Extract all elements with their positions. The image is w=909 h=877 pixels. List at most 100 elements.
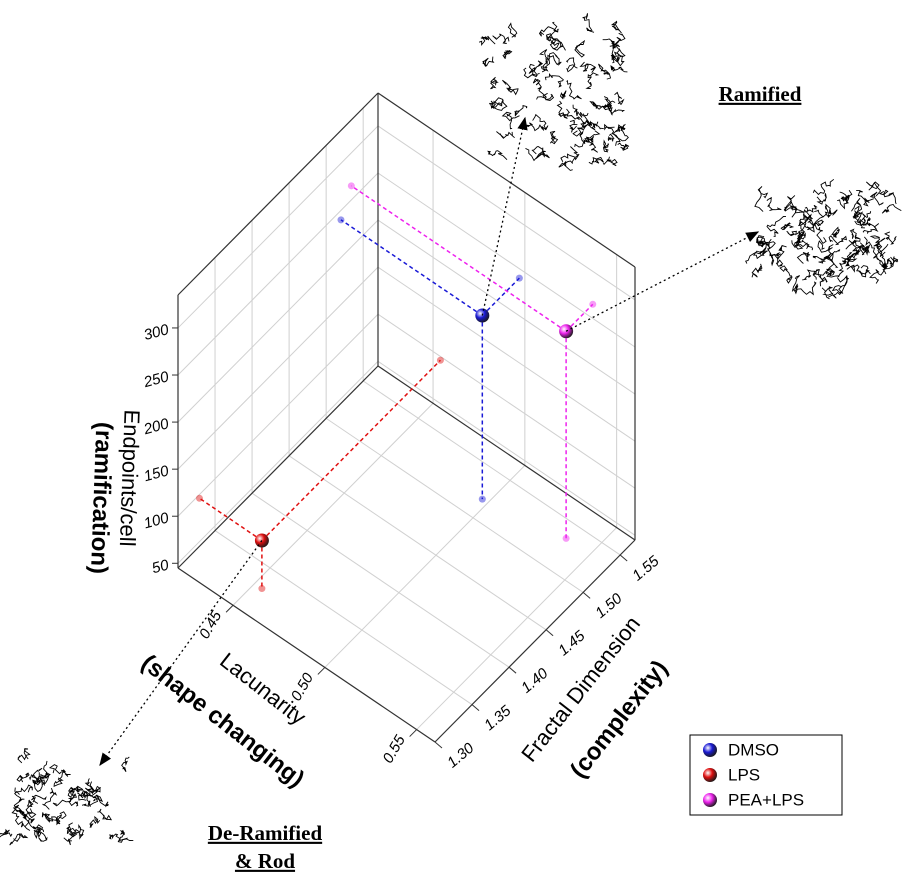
cell-outline: [832, 228, 839, 238]
grid-line: [378, 314, 635, 488]
cell-outline: [791, 205, 818, 212]
cell-outline: [567, 109, 588, 127]
pointer-arrow: [482, 118, 525, 316]
grid-line: [378, 361, 635, 535]
tick-mark: [546, 630, 553, 636]
tick-mark: [509, 667, 516, 673]
cell-image: [0, 749, 133, 846]
cell-outline: [56, 812, 66, 824]
cell-outline: [581, 62, 596, 73]
cell-outline: [767, 217, 786, 237]
z-axis-subtitle: (ramification): [85, 422, 117, 575]
cell-outline: [96, 795, 108, 806]
cell-outline: [14, 792, 24, 809]
annotation: De-Ramified: [208, 821, 323, 845]
cell-outline: [608, 134, 613, 141]
legend-label: PEA+LPS: [728, 790, 804, 809]
pointer-arrow: [566, 232, 758, 331]
projection-point: [258, 585, 265, 592]
cell-outline: [866, 182, 880, 196]
projection-point: [337, 216, 344, 223]
projection-point: [589, 301, 596, 308]
cell-outline: [545, 74, 563, 87]
cell-outline: [69, 794, 78, 806]
grid-line: [378, 220, 635, 394]
cell-outline: [18, 749, 30, 763]
projection-line: [482, 278, 519, 315]
cell-outline: [813, 179, 834, 194]
cell-outline: [483, 57, 493, 67]
annotation: & Rod: [235, 849, 295, 873]
cell-outline: [611, 66, 627, 72]
cell-outline: [589, 157, 604, 164]
cell-outline: [587, 73, 598, 89]
cell-outline: [752, 264, 762, 277]
cell-outline: [767, 198, 781, 211]
cell-outline: [491, 77, 498, 89]
z-tick-label: 50: [150, 556, 171, 577]
cell-outline: [755, 186, 767, 211]
cell-outline: [549, 53, 561, 65]
z-tick-label: 100: [142, 509, 171, 532]
y-tick-label: 1.30: [444, 739, 478, 771]
y-tick-label: 1.55: [629, 552, 663, 584]
cell-outline: [0, 830, 12, 837]
cell-outline: [822, 287, 833, 299]
projection-point: [563, 535, 570, 542]
y-tick-label: 1.45: [555, 627, 589, 659]
grid-line: [378, 173, 635, 347]
cell-outline: [515, 106, 527, 117]
cell-outline: [618, 143, 629, 150]
cell-outline: [503, 112, 520, 128]
legend-marker: [703, 743, 717, 757]
cell-outline: [502, 80, 518, 94]
tick-mark: [226, 605, 233, 612]
cell-outline: [42, 813, 60, 824]
projection-point: [479, 496, 486, 503]
cell-image: [746, 179, 902, 298]
projection-line: [341, 220, 482, 316]
z-tick-label: 300: [142, 321, 171, 344]
tick-mark: [410, 730, 417, 737]
tick-mark: [620, 555, 627, 561]
cell-outline: [780, 266, 792, 283]
cell-outline: [599, 64, 611, 79]
cell-outline: [558, 101, 568, 118]
projection-point: [196, 495, 203, 502]
cell-outline: [54, 772, 64, 786]
cell-outline: [50, 765, 71, 777]
cell-outline: [575, 41, 584, 57]
cell-outline: [851, 229, 860, 238]
cell-outline: [847, 265, 863, 275]
cell-outline: [10, 834, 27, 845]
cell-outline: [550, 42, 565, 50]
cell-outline: [605, 125, 620, 146]
legend-label: DMSO: [728, 740, 779, 759]
projection-line: [199, 498, 261, 540]
cell-outline: [97, 809, 111, 820]
cell-outline: [90, 817, 100, 828]
cell-outline: [776, 246, 786, 260]
cell-outline: [561, 91, 567, 99]
cell-outline: [787, 231, 804, 237]
z-tick-label: 150: [142, 462, 171, 485]
legend-label: LPS: [728, 765, 760, 784]
cell-outline: [540, 50, 550, 68]
projection-point: [437, 357, 444, 364]
cell-outline: [815, 269, 835, 276]
cell-outline: [28, 818, 43, 837]
cell-outline: [781, 223, 793, 230]
tick-mark: [472, 705, 479, 711]
tick-mark: [318, 667, 325, 674]
tick-mark: [583, 592, 590, 598]
cell-outline: [861, 266, 871, 277]
x-tick-label: 0.55: [380, 732, 410, 766]
chart: Ramified De-Ramified & Rod 0.450.500.551…: [0, 0, 909, 877]
cell-outline: [529, 61, 542, 75]
cell-outline: [533, 115, 548, 131]
cell-outline: [880, 190, 896, 204]
cell-outline: [612, 22, 622, 34]
cell-outline: [503, 51, 512, 59]
cell-outline: [508, 24, 516, 38]
cell-outline: [885, 232, 896, 244]
